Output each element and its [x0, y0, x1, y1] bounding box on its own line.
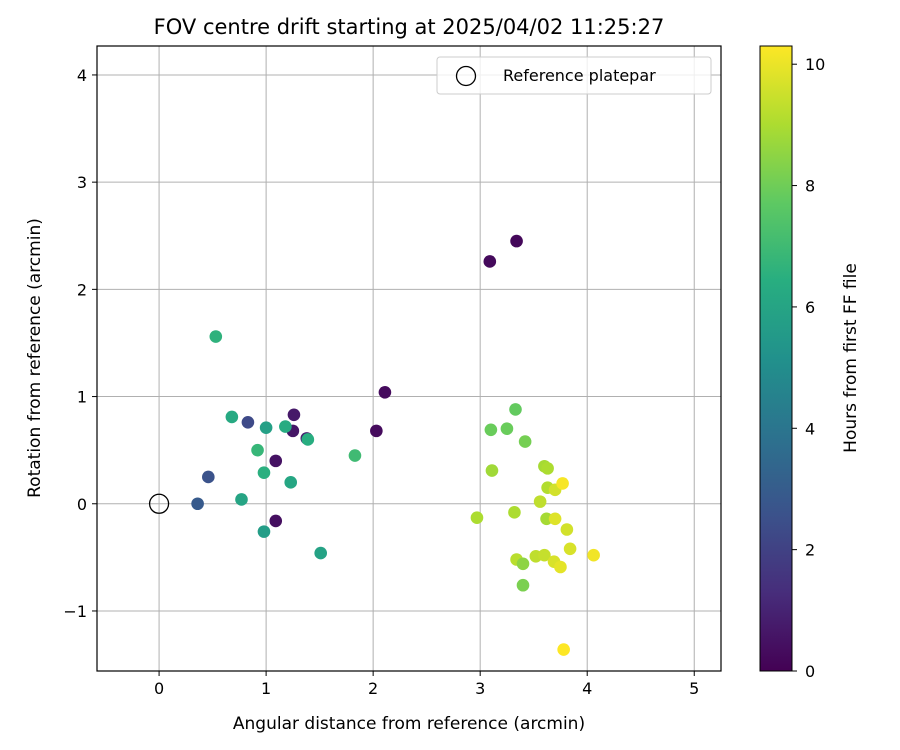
y-axis-label: Rotation from reference (arcmin): [25, 218, 45, 498]
data-point: [484, 423, 498, 437]
colorbar-tick-label: 10: [805, 55, 825, 74]
y-tick-label: −1: [63, 602, 87, 621]
data-point: [202, 470, 215, 484]
grid: [97, 46, 721, 671]
data-point: [470, 511, 484, 524]
data-point: [516, 557, 530, 571]
data-point: [560, 523, 574, 536]
data-point: [557, 643, 570, 656]
data-point: [554, 560, 567, 574]
data-point: [508, 506, 521, 519]
y-tick-label: 4: [77, 66, 87, 85]
x-axis-label: Angular distance from reference (arcmin): [233, 714, 585, 734]
colorbar-tick-label: 6: [805, 298, 815, 317]
y-tick-label: 3: [77, 173, 87, 192]
data-point: [538, 548, 551, 562]
x-tick-label: 4: [582, 679, 592, 698]
data-point: [509, 403, 522, 416]
data-point: [241, 415, 255, 429]
data-point: [587, 548, 600, 562]
data-point: [378, 385, 392, 399]
legend-label: Reference platepar: [503, 66, 656, 85]
data-point: [269, 514, 283, 528]
x-axis-ticks: 0 1 2 3 4 5: [154, 671, 699, 698]
colorbar-gradient: [759, 45, 793, 672]
colorbar-tick-label: 0: [805, 662, 815, 681]
data-point: [556, 477, 569, 490]
y-tick-label: 2: [77, 280, 87, 299]
data-point: [370, 424, 383, 438]
data-point: [348, 449, 362, 462]
x-tick-label: 2: [368, 679, 378, 698]
x-tick-label: 3: [475, 679, 485, 698]
data-point: [209, 330, 223, 343]
colorbar-label: Hours from first FF file: [841, 263, 861, 453]
data-point: [483, 255, 497, 268]
data-point: [563, 542, 577, 556]
data-points: [148, 234, 600, 656]
data-point: [284, 476, 298, 489]
data-point: [235, 493, 248, 506]
y-tick-label: 1: [77, 388, 87, 407]
data-point: [257, 525, 271, 538]
colorbar-ticks: 0 2 4 6 8 10: [792, 55, 825, 681]
data-point: [301, 433, 315, 446]
colorbar-tick-label: 8: [805, 177, 815, 196]
x-tick-label: 5: [689, 679, 699, 698]
data-point: [541, 462, 554, 475]
data-point: [518, 435, 532, 448]
data-point: [251, 443, 264, 457]
colorbar-tick-label: 4: [805, 419, 815, 438]
data-point: [314, 546, 327, 560]
data-point: [516, 578, 530, 592]
data-point: [485, 464, 499, 477]
x-tick-label: 0: [154, 679, 164, 698]
data-point: [225, 410, 239, 424]
data-point: [533, 495, 547, 508]
data-point: [257, 466, 271, 479]
legend-box: [436, 56, 712, 95]
y-tick-label: 0: [77, 495, 87, 514]
chart-title: FOV centre drift starting at 2025/04/02 …: [154, 15, 665, 39]
reference-marker: [148, 493, 170, 514]
data-point: [500, 422, 514, 436]
data-point: [269, 454, 283, 468]
legend: Reference platepar: [436, 56, 712, 95]
data-point: [287, 408, 301, 422]
data-point: [259, 421, 273, 434]
data-point: [548, 512, 562, 526]
data-point: [279, 420, 292, 433]
data-point: [510, 234, 523, 248]
data-point: [191, 497, 204, 511]
y-axis-ticks: −1 0 1 2 3 4: [63, 66, 97, 621]
plot-frame: [96, 45, 722, 672]
x-tick-label: 1: [261, 679, 271, 698]
legend-marker: [455, 65, 477, 87]
colorbar: 0 2 4 6 8 10 Hours from first FF file: [759, 45, 861, 681]
colorbar-tick-label: 2: [805, 541, 815, 560]
